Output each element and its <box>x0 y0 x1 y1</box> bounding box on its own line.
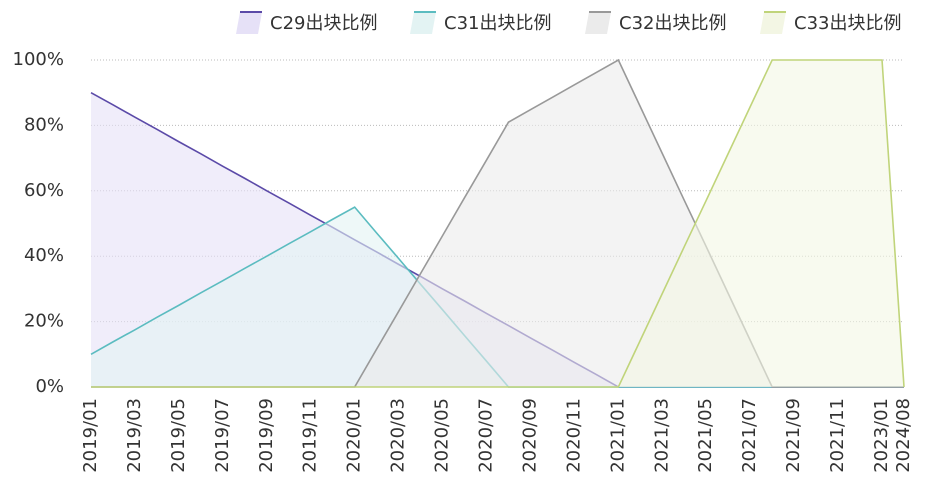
legend-swatch <box>410 12 436 34</box>
area-fill <box>91 207 904 387</box>
x-tick-label: 2019/03 <box>124 398 145 473</box>
legend-swatch <box>585 12 611 34</box>
area-fill <box>91 60 904 387</box>
x-tick-label: 2021/03 <box>651 398 672 473</box>
y-tick-label: 20% <box>24 311 64 332</box>
x-tick-label: 2019/07 <box>212 398 233 473</box>
x-tick-label: 2021/11 <box>827 398 848 473</box>
x-tick-label: 2023/01 <box>871 398 892 473</box>
y-tick-label: 40% <box>24 245 64 266</box>
legend-label: C29出块比例 <box>270 13 377 34</box>
x-tick-label: 2024/08 <box>893 398 914 473</box>
legend-swatch <box>236 12 262 34</box>
x-tick-label: 2020/09 <box>519 398 540 473</box>
legend-label: C33出块比例 <box>794 13 901 34</box>
legend-label: C31出块比例 <box>444 13 551 34</box>
x-tick-label: 2021/07 <box>739 398 760 473</box>
x-tick-label: 2020/03 <box>388 398 409 473</box>
x-tick-label: 2021/05 <box>695 398 716 473</box>
area-line <box>91 59 905 388</box>
x-tick-label: 2020/05 <box>432 398 453 473</box>
y-tick-label: 0% <box>35 376 64 397</box>
y-tick-label: 60% <box>24 180 64 201</box>
x-tick-label: 2019/01 <box>80 398 101 473</box>
x-tick-label: 2019/11 <box>300 398 321 473</box>
x-tick-label: 2019/09 <box>256 398 277 473</box>
x-tick-label: 2021/01 <box>607 398 628 473</box>
x-tick-label: 2019/05 <box>168 398 189 473</box>
x-tick-label: 2020/07 <box>476 398 497 473</box>
y-tick-label: 100% <box>13 49 64 70</box>
x-tick-label: 2021/09 <box>783 398 804 473</box>
x-tick-label: 2020/11 <box>563 398 584 473</box>
legend-swatch <box>760 12 786 34</box>
legend-label: C32出块比例 <box>619 13 726 34</box>
y-tick-label: 80% <box>24 114 64 135</box>
x-tick-label: 2020/01 <box>344 398 365 473</box>
